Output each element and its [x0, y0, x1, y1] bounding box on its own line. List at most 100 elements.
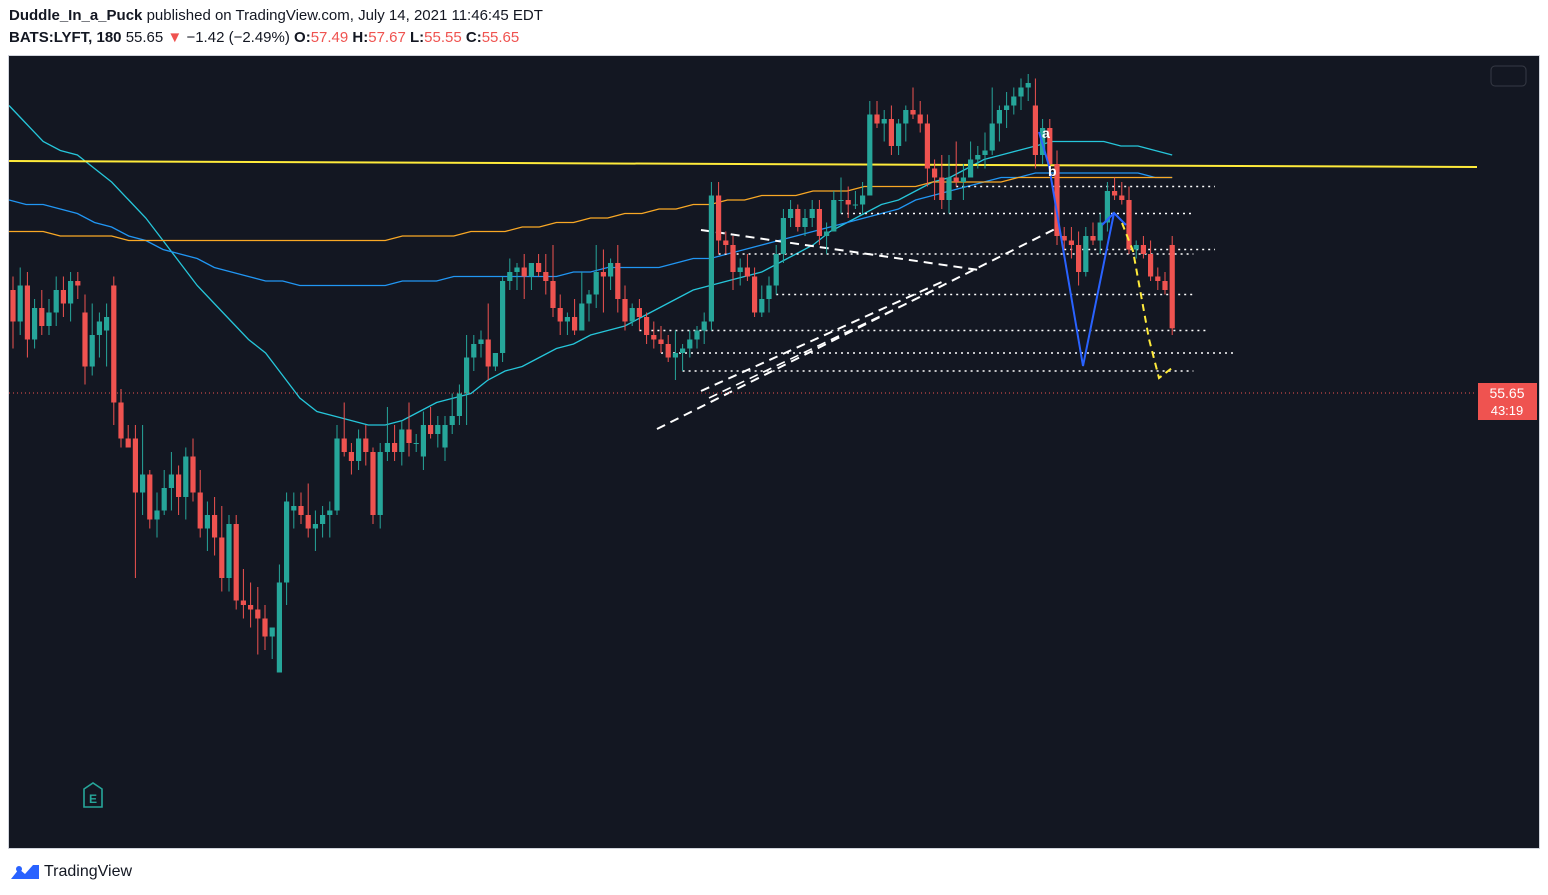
candle-up — [384, 443, 390, 452]
wave-label-b[interactable]: b — [1048, 163, 1057, 179]
candle-up — [629, 308, 635, 322]
ohlc-legend: BATS:LYFT, 180 55.65 ▼ −1.42 (−2.49%) O:… — [9, 29, 519, 46]
candle-up — [831, 200, 837, 232]
candle-up — [672, 353, 678, 358]
candle-down — [392, 443, 398, 452]
candle-up — [492, 353, 498, 367]
triangle-upper-dashed-line[interactable] — [700, 229, 980, 271]
rising-wedge-inner-dashed-line-2[interactable] — [708, 287, 940, 399]
candle-up — [140, 474, 146, 493]
candle-down — [752, 276, 758, 313]
candle-down — [622, 299, 628, 322]
candle-down — [543, 272, 549, 281]
candle-up — [608, 263, 614, 277]
candle-up — [788, 209, 794, 218]
candle-down — [795, 209, 801, 227]
candle-down — [1068, 240, 1074, 245]
tradingview-brand[interactable]: TradingView — [44, 863, 133, 880]
price-tag: 55.65 43:19 — [1478, 383, 1537, 420]
close-value: 55.65 — [481, 29, 520, 46]
candle-up — [579, 303, 585, 331]
candle-down — [262, 618, 268, 637]
elliott-wave-path[interactable] — [1038, 131, 1115, 367]
fullscreen-button[interactable] — [1490, 65, 1527, 87]
candle-up — [896, 123, 902, 146]
resistance-trendline[interactable] — [9, 160, 1478, 168]
candle-up — [593, 272, 599, 295]
tradingview-logo-icon[interactable] — [10, 863, 40, 881]
candle-down — [248, 605, 254, 610]
candle-down — [125, 438, 131, 448]
candle-down — [118, 402, 124, 439]
candle-up — [89, 335, 95, 367]
candle-up — [694, 330, 700, 340]
candle-down — [658, 339, 664, 344]
support-levels — [639, 185, 1237, 372]
candle-down — [255, 609, 261, 619]
rising-wedge-dashed-line[interactable] — [656, 227, 1058, 430]
candle-down — [190, 456, 196, 493]
author-name[interactable]: Duddle_In_a_Puck — [9, 7, 143, 24]
candle-down — [82, 312, 88, 367]
candle-up — [420, 425, 426, 457]
candle-down — [521, 267, 527, 277]
candle-up — [759, 299, 765, 313]
candle-up — [1025, 83, 1031, 88]
earnings-icon[interactable] — [83, 782, 103, 808]
candle-down — [147, 474, 153, 520]
candle-down — [910, 110, 916, 115]
candle-up — [154, 510, 160, 520]
price-chart[interactable]: a b 55.65 43:19 E — [9, 56, 1539, 848]
candle-up — [183, 456, 189, 497]
candle-down — [428, 425, 434, 434]
candle-up — [168, 474, 174, 488]
candle-down — [10, 290, 16, 322]
candle-down — [1061, 236, 1067, 241]
candle-up — [514, 267, 520, 272]
candle-up — [968, 159, 974, 178]
candle-up — [586, 294, 592, 304]
candle-up — [860, 195, 866, 205]
candle-up — [1097, 222, 1103, 241]
high-label: H: — [352, 29, 369, 46]
rising-wedge-inner-dashed-line[interactable] — [700, 280, 945, 392]
candle-down — [744, 267, 750, 277]
candle-down — [39, 308, 45, 326]
candle-up — [399, 429, 405, 452]
candle-up — [687, 339, 693, 349]
chart-panel[interactable]: a b 55.65 43:19 E — [8, 55, 1540, 849]
wave-peak-arrow[interactable] — [1101, 211, 1127, 226]
ma-20-line — [9, 105, 1173, 426]
candle-down — [1169, 245, 1175, 329]
candle-down — [197, 492, 203, 529]
candle-up — [471, 344, 477, 358]
candle-up — [377, 452, 383, 515]
candle-down — [917, 114, 923, 124]
candle-down — [615, 263, 621, 299]
candle-up — [500, 281, 506, 353]
candle-down — [341, 438, 347, 452]
candle-down — [874, 114, 880, 124]
candle-up — [766, 285, 772, 299]
earnings-marker[interactable]: E — [83, 782, 103, 808]
candle-up — [989, 123, 995, 151]
candle-down — [1119, 195, 1125, 200]
candle-up — [53, 290, 59, 313]
candle-down — [572, 317, 578, 331]
candle-up — [773, 254, 779, 286]
candle-down — [1126, 200, 1132, 250]
candle-up — [312, 524, 318, 529]
candle-down — [406, 429, 412, 443]
symbol-interval[interactable]: BATS:LYFT, 180 — [9, 29, 122, 46]
footer: TradingView — [10, 861, 132, 883]
candle-up — [1133, 245, 1139, 250]
candle-down — [132, 438, 138, 493]
candle-down — [60, 290, 66, 304]
candle-up — [435, 425, 441, 434]
candle-down — [1054, 164, 1060, 236]
candle-down — [176, 474, 182, 497]
candle-down — [1090, 236, 1096, 241]
candle-down — [939, 177, 945, 200]
low-label: L: — [409, 29, 425, 46]
wave-label-a[interactable]: a — [1042, 125, 1050, 141]
